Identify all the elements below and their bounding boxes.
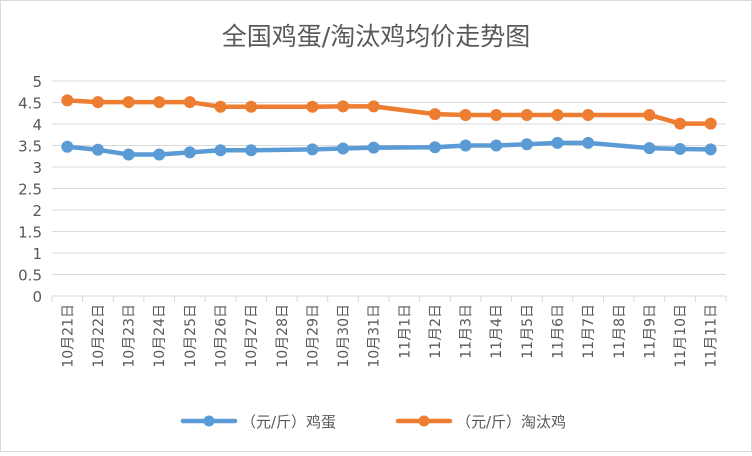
y-tick-label: 1	[32, 245, 42, 263]
data-point	[704, 117, 717, 130]
legend-label: （元/斤）鸡蛋	[241, 413, 336, 431]
legend-marker	[203, 415, 215, 427]
data-point	[459, 108, 472, 121]
x-tick-label: 10月28日	[275, 304, 291, 368]
x-tick-label: 11月7日	[581, 304, 597, 359]
x-tick-label: 10月25日	[183, 304, 199, 368]
series-2	[61, 94, 717, 130]
x-tick-label: 10月30日	[336, 304, 352, 368]
data-point	[428, 141, 441, 154]
data-point	[643, 142, 656, 155]
data-point	[428, 108, 441, 121]
x-tick-label: 11月1日	[397, 304, 413, 359]
data-point	[490, 108, 503, 121]
data-point	[582, 108, 595, 121]
data-point	[582, 136, 595, 149]
gridlines	[52, 80, 726, 275]
data-point	[459, 139, 472, 152]
data-point	[122, 96, 135, 109]
legend-entry-1: （元/斤）鸡蛋	[180, 413, 336, 431]
x-tick-label: 11月9日	[642, 304, 658, 359]
x-tick-label: 10月29日	[305, 304, 321, 368]
data-point	[337, 100, 350, 113]
x-tick-label: 11月8日	[612, 304, 628, 359]
y-tick-label: 2	[32, 202, 42, 220]
x-tick-label: 10月27日	[244, 304, 260, 368]
x-tick-label: 11月3日	[459, 304, 475, 359]
data-point	[122, 148, 135, 161]
data-point	[551, 108, 564, 121]
data-point	[551, 136, 564, 149]
data-point	[520, 108, 533, 121]
data-point	[61, 140, 74, 153]
x-tick-label: 11月2日	[428, 304, 444, 359]
x-tick-label: 10月26日	[214, 304, 230, 368]
y-tick-label: 0.5	[18, 267, 42, 285]
data-point	[704, 143, 717, 156]
data-point	[183, 146, 196, 159]
x-tick-label: 11月4日	[489, 304, 505, 359]
x-tick-label: 10月23日	[122, 304, 138, 368]
data-point	[183, 96, 196, 109]
y-tick-label: 3.5	[18, 138, 42, 156]
legend-marker	[418, 415, 430, 427]
data-point	[337, 142, 350, 155]
y-tick-label: 4	[32, 116, 42, 134]
data-point	[214, 100, 227, 113]
data-point	[306, 143, 319, 156]
data-point	[674, 117, 687, 130]
series-1	[61, 136, 717, 161]
y-tick-label: 0	[32, 288, 42, 306]
data-point	[674, 142, 687, 155]
chart-title: 全国鸡蛋/淘汰鸡均价走势图	[222, 22, 530, 51]
data-point	[214, 144, 227, 157]
x-tick-label: 10月21日	[60, 304, 76, 368]
data-point	[153, 148, 166, 161]
y-tick-label: 3	[32, 159, 42, 177]
legend-entry-2: （元/斤）淘汰鸡	[395, 413, 566, 431]
x-tick-label: 11月5日	[520, 304, 536, 359]
data-point	[245, 144, 258, 157]
data-point	[153, 96, 166, 109]
data-point	[367, 100, 380, 113]
x-tick-label: 10月22日	[91, 304, 107, 368]
x-tick-label: 10月24日	[152, 304, 168, 368]
data-point	[520, 138, 533, 151]
x-tick-label: 11月6日	[551, 304, 567, 359]
data-point	[61, 94, 74, 107]
data-point	[91, 96, 104, 109]
data-point	[306, 100, 319, 113]
y-tick-label: 2.5	[18, 181, 42, 199]
legend-label: （元/斤）淘汰鸡	[456, 413, 566, 431]
y-tick-label: 4.5	[18, 95, 42, 113]
x-tick-label: 11月11日	[704, 304, 720, 368]
data-point	[91, 143, 104, 156]
y-tick-label: 1.5	[18, 224, 42, 242]
legend: （元/斤）鸡蛋 （元/斤）淘汰鸡	[180, 413, 566, 431]
x-tick-label: 11月10日	[673, 304, 689, 368]
data-point	[245, 100, 258, 113]
y-tick-label: 5	[32, 73, 42, 91]
data-point	[490, 139, 503, 152]
series-layer	[61, 94, 717, 161]
axes: 0 0.5 1 1.5 2 2.5 3 3.5 4 4.5 5 10月21日 10月22日 10月23日 1…	[18, 73, 727, 368]
data-point	[643, 108, 656, 121]
data-point	[367, 141, 380, 154]
x-tick-label: 10月31日	[367, 304, 383, 368]
